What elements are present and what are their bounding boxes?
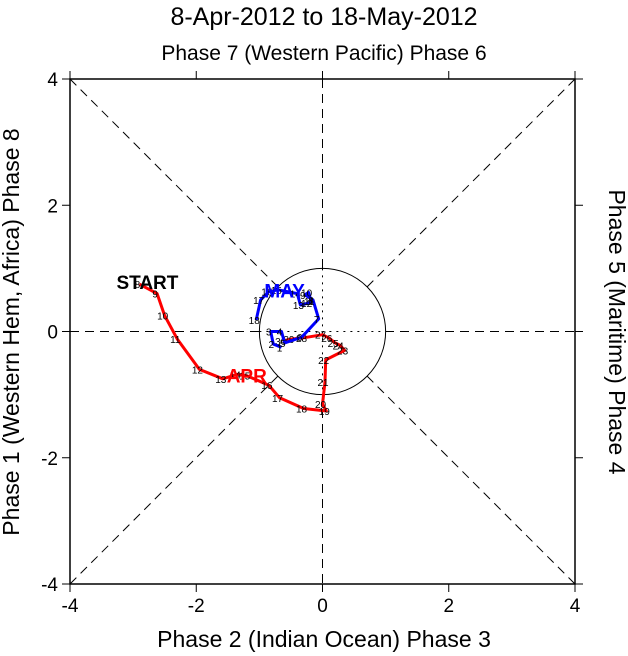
- day-label: 28: [296, 334, 308, 345]
- series-line-may: [254, 288, 321, 349]
- day-label: 9: [152, 290, 158, 301]
- day-label: 24: [333, 341, 345, 352]
- x-axis-label: Phase 2 (Indian Ocean) Phase 3: [157, 626, 491, 652]
- day-label: 21: [317, 378, 329, 389]
- x-tick-label: 0: [317, 596, 328, 617]
- day-label: 17: [272, 394, 284, 405]
- day-label: 10: [301, 288, 313, 299]
- x-tick-label: 2: [443, 596, 454, 617]
- day-label: 23: [337, 346, 349, 357]
- y-tick-label: 0: [47, 323, 58, 344]
- day-label: 17: [253, 296, 265, 307]
- day-label: 25: [328, 339, 340, 350]
- day-label: 14: [290, 290, 302, 301]
- day-label: 12: [192, 365, 204, 376]
- x-tick-label: 4: [570, 596, 581, 617]
- day-label: 27: [315, 331, 327, 342]
- series-line-apr: [138, 282, 347, 413]
- day-label: 3: [266, 328, 272, 339]
- day-label: 4: [277, 328, 283, 339]
- day-label: 2: [268, 340, 274, 351]
- y-tick-label: 4: [47, 70, 58, 91]
- day-label: 8: [308, 296, 314, 307]
- day-label: 16: [261, 381, 273, 392]
- day-label: 9: [300, 291, 306, 302]
- day-label: 8: [135, 280, 141, 291]
- x-ticks: -4 -2 0 2 4: [62, 71, 581, 617]
- day-label: 12: [301, 299, 313, 310]
- day-label: 30: [275, 337, 287, 348]
- x-tick-label: -2: [188, 596, 205, 617]
- right-axis-label: Phase 5 (Maritime) Phase 4: [604, 189, 628, 474]
- day-label: 18: [249, 316, 261, 327]
- day-label: 14: [230, 370, 242, 381]
- day-label: 26: [321, 334, 333, 345]
- x-tick-label: -4: [62, 596, 79, 617]
- day-label: 20: [315, 400, 327, 411]
- day-label: 13: [293, 301, 305, 312]
- chart-subtitle: Phase 7 (Western Pacific) Phase 6: [161, 42, 486, 65]
- day-label: 15: [271, 286, 283, 297]
- y-tick-label: -2: [41, 449, 58, 470]
- day-label: 11: [304, 297, 315, 308]
- day-label: 18: [296, 405, 308, 416]
- month-label-apr: APR: [227, 367, 267, 388]
- day-label: 22: [318, 356, 330, 367]
- day-label: 1: [277, 343, 283, 354]
- day-label: 19: [319, 407, 331, 418]
- day-label: 11: [170, 335, 181, 346]
- y-tick-label: -4: [41, 575, 58, 596]
- day-label: 16: [261, 288, 273, 299]
- left-axis-label: Phase 1 (Western Hem, Africa) Phase 8: [0, 128, 24, 535]
- day-label: 15: [239, 372, 251, 383]
- day-label: 7: [314, 315, 320, 326]
- day-label: 13: [215, 375, 227, 386]
- day-label: 10: [157, 312, 169, 323]
- day-label: 5: [280, 339, 286, 350]
- day-label: 6: [297, 333, 303, 344]
- y-tick-label: 2: [47, 196, 58, 217]
- start-label: START: [116, 273, 178, 294]
- month-label-may: MAY: [264, 281, 305, 302]
- chart-title: 8-Apr-2012 to 18-May-2012: [170, 3, 477, 31]
